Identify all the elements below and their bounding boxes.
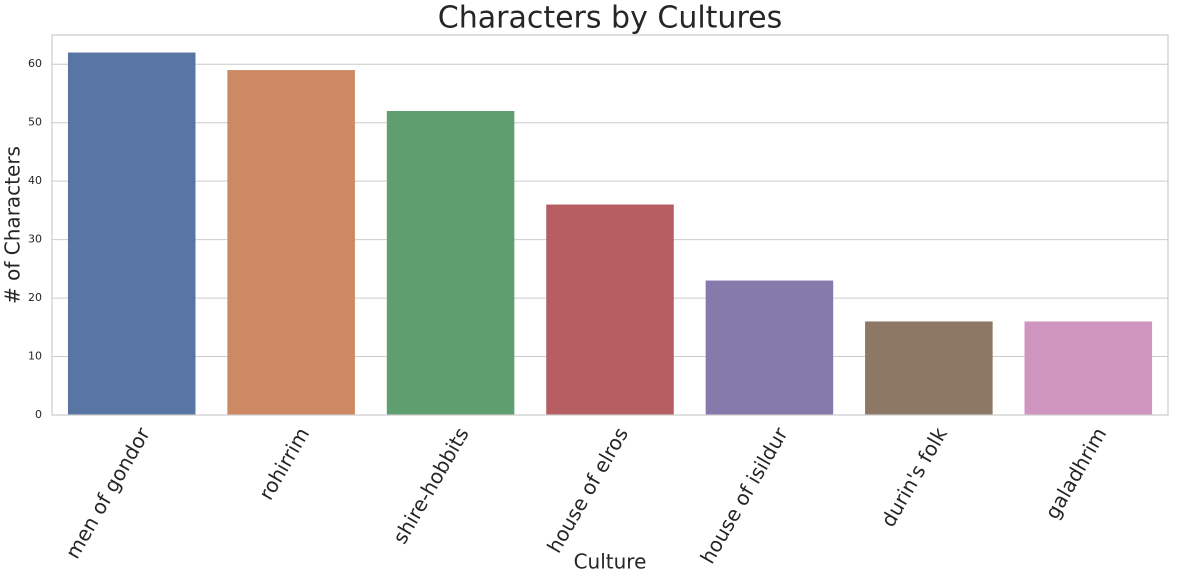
y-tick-label: 40 xyxy=(28,174,42,187)
chart-title: Characters by Cultures xyxy=(438,1,782,36)
bar xyxy=(227,70,355,416)
bar xyxy=(865,321,993,415)
x-tick-label: rohirrim xyxy=(254,423,314,504)
bar xyxy=(546,204,674,415)
x-tick-label: durin's folk xyxy=(876,423,952,531)
y-axis-label: # of Characters xyxy=(1,146,25,304)
x-tick-label: house of isildur xyxy=(695,423,793,568)
y-tick-label: 0 xyxy=(35,408,42,421)
x-axis-label: Culture xyxy=(574,550,647,574)
y-tick-label: 60 xyxy=(28,57,42,70)
bar xyxy=(386,111,515,415)
bar xyxy=(67,52,196,416)
y-tick-label: 30 xyxy=(28,233,42,246)
bar xyxy=(705,280,834,415)
y-tick-label: 50 xyxy=(28,116,42,129)
y-tick-label: 20 xyxy=(28,291,42,304)
bar xyxy=(1024,321,1153,415)
x-tick-label: galadhrim xyxy=(1040,423,1111,523)
y-tick-label: 10 xyxy=(28,350,42,363)
plot-frame xyxy=(51,34,1169,416)
x-tick-label: house of elros xyxy=(542,423,633,557)
x-tick-label: men of gondor xyxy=(60,423,155,563)
x-tick-label: shire-hobbits xyxy=(388,423,474,548)
